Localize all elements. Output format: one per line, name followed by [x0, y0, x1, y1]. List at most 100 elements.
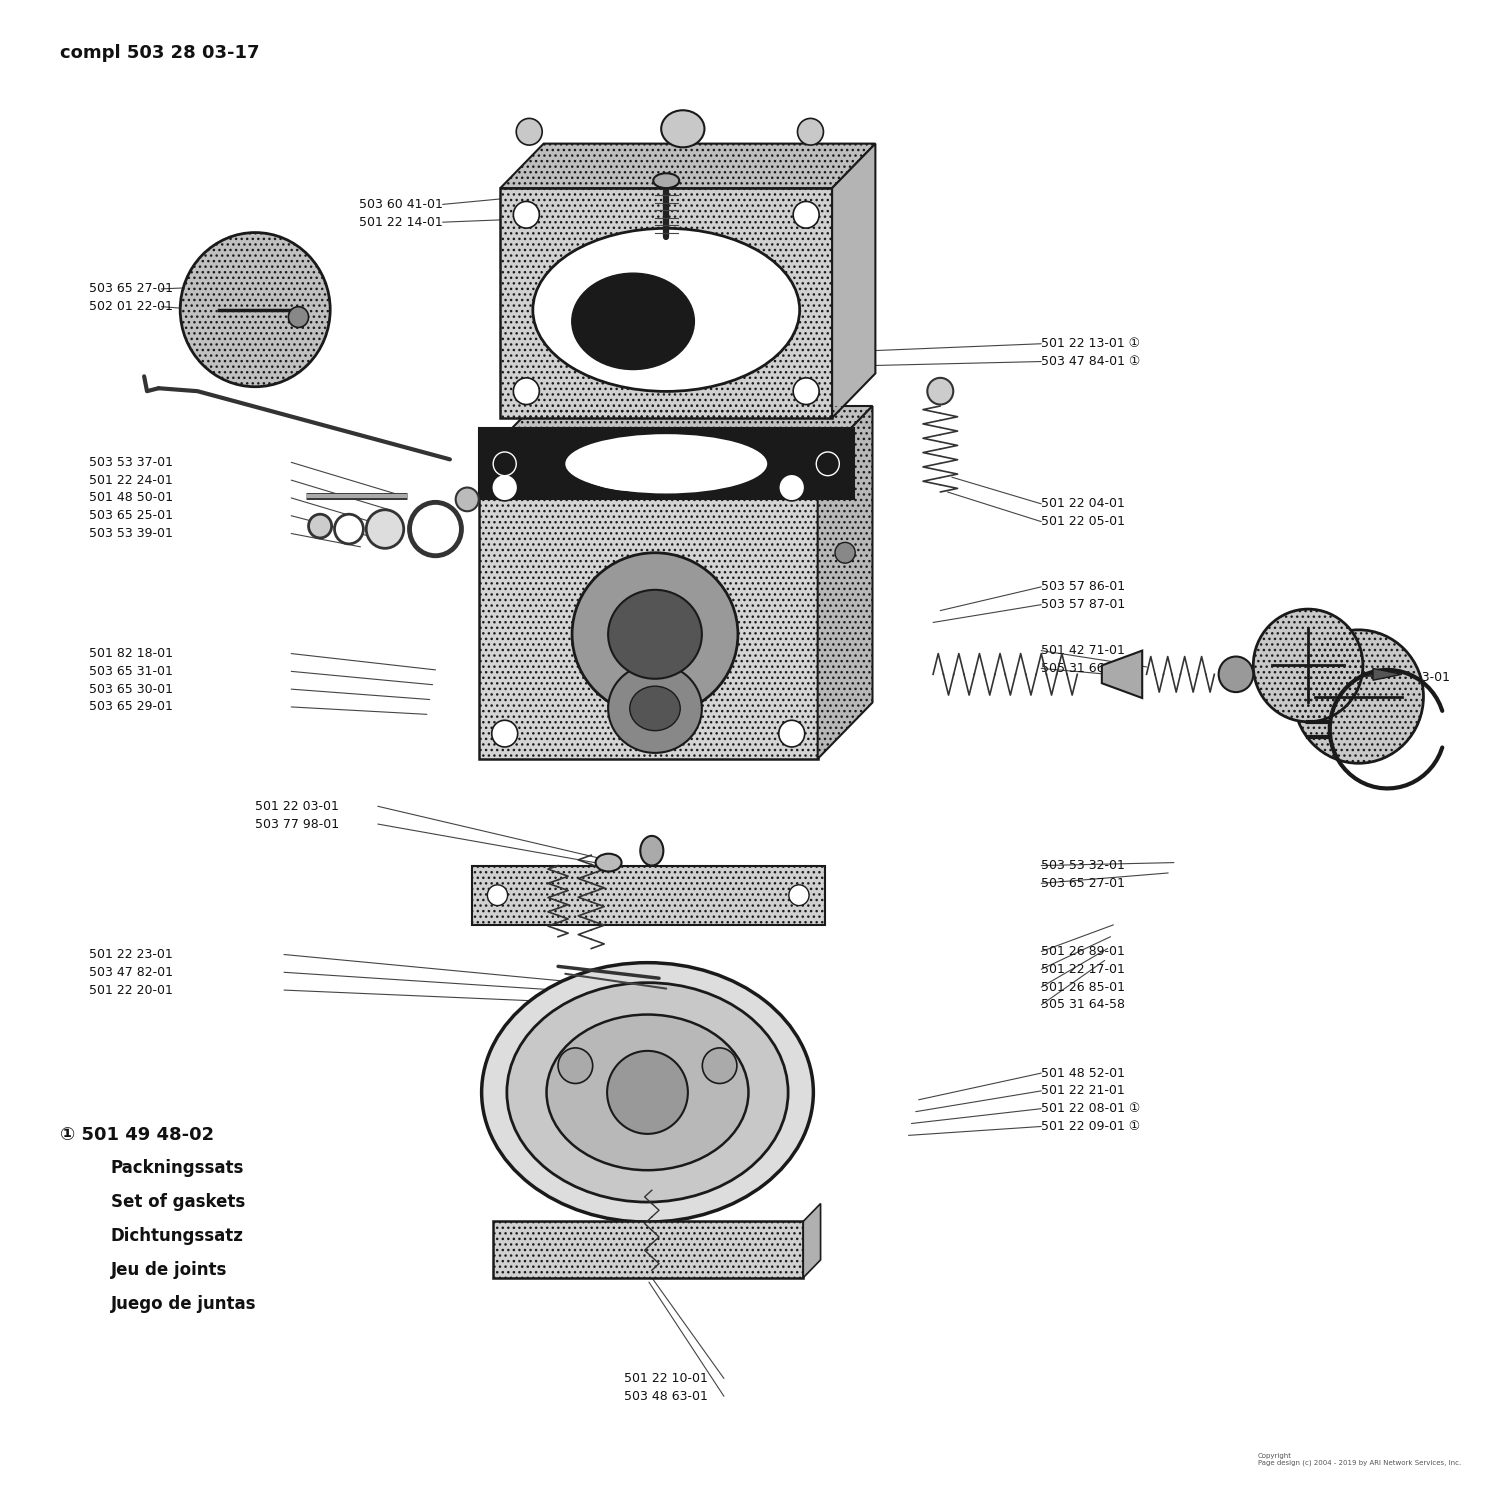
Circle shape: [410, 503, 462, 555]
Polygon shape: [478, 406, 873, 463]
Text: 501 48 52-01: 501 48 52-01: [1041, 1067, 1125, 1080]
Text: ① 501 49 48-02: ① 501 49 48-02: [60, 1126, 214, 1144]
Circle shape: [794, 201, 819, 228]
Text: 501 22 03-01: 501 22 03-01: [255, 799, 339, 812]
Text: 501 22 04-01: 501 22 04-01: [1041, 497, 1125, 510]
Circle shape: [492, 720, 517, 747]
Ellipse shape: [654, 173, 680, 187]
Ellipse shape: [630, 686, 680, 731]
Circle shape: [492, 475, 517, 501]
Text: 501 22 08-01 ①: 501 22 08-01 ①: [1041, 1103, 1140, 1115]
Text: Set of gaskets: Set of gaskets: [111, 1193, 245, 1211]
Polygon shape: [1102, 650, 1142, 698]
Text: compl 503 28 03-17: compl 503 28 03-17: [60, 45, 260, 62]
FancyBboxPatch shape: [478, 463, 818, 759]
Circle shape: [836, 543, 855, 562]
Ellipse shape: [572, 274, 694, 369]
Text: Packningssats: Packningssats: [111, 1159, 245, 1177]
Text: 503 77 98-01: 503 77 98-01: [255, 817, 339, 830]
Text: Jeu de joints: Jeu de joints: [111, 1262, 228, 1280]
Text: 503 65 27-01: 503 65 27-01: [1041, 876, 1125, 890]
Text: Copyright
Page design (c) 2004 - 2019 by ARI Network Services, Inc.: Copyright Page design (c) 2004 - 2019 by…: [1257, 1452, 1461, 1466]
Text: 503 53 32-01: 503 53 32-01: [1041, 859, 1125, 872]
Ellipse shape: [532, 228, 800, 391]
Text: 501 22 10-01: 501 22 10-01: [624, 1372, 708, 1385]
Circle shape: [816, 452, 840, 476]
Text: 501 22 17-01: 501 22 17-01: [1041, 963, 1125, 976]
Circle shape: [516, 119, 542, 146]
Circle shape: [1293, 629, 1424, 763]
Text: 501 22 14-01: 501 22 14-01: [358, 216, 442, 229]
Ellipse shape: [662, 110, 705, 147]
Text: 501 22 24-01: 501 22 24-01: [90, 473, 172, 487]
Circle shape: [488, 885, 507, 906]
FancyBboxPatch shape: [478, 429, 854, 500]
Text: 501 22 23-01: 501 22 23-01: [90, 948, 172, 961]
Text: 501 42 71-01: 501 42 71-01: [1041, 644, 1125, 658]
FancyBboxPatch shape: [494, 1222, 804, 1278]
Text: 503 47 82-01: 503 47 82-01: [90, 966, 174, 979]
Ellipse shape: [608, 589, 702, 679]
Circle shape: [798, 119, 824, 146]
Polygon shape: [833, 144, 876, 418]
Text: 501 22 21-01: 501 22 21-01: [1041, 1085, 1125, 1097]
Text: 501 22 20-01: 501 22 20-01: [90, 984, 172, 997]
Text: 503 57 86-01: 503 57 86-01: [1041, 580, 1125, 594]
Text: 503 48 63-01: 503 48 63-01: [624, 1390, 708, 1403]
Text: 503 57 87-01: 503 57 87-01: [1041, 598, 1125, 612]
Polygon shape: [804, 1204, 820, 1278]
Circle shape: [180, 232, 330, 387]
Ellipse shape: [507, 982, 788, 1202]
Polygon shape: [501, 144, 876, 187]
Circle shape: [608, 1051, 688, 1134]
FancyBboxPatch shape: [501, 187, 833, 418]
Text: 501 22 09-01 ①: 501 22 09-01 ①: [1041, 1120, 1140, 1132]
Circle shape: [366, 510, 404, 548]
Ellipse shape: [572, 552, 738, 716]
Circle shape: [513, 378, 540, 405]
Text: 501 48 50-01: 501 48 50-01: [90, 491, 174, 504]
Text: 501 82 18-01: 501 82 18-01: [90, 647, 174, 661]
Text: 503 53 39-01: 503 53 39-01: [90, 527, 172, 540]
Circle shape: [1218, 656, 1254, 692]
Ellipse shape: [566, 434, 766, 494]
Circle shape: [778, 475, 804, 501]
Ellipse shape: [546, 1015, 748, 1170]
Text: 503 65 29-01: 503 65 29-01: [90, 701, 172, 713]
Circle shape: [702, 1048, 736, 1083]
Text: 503 47 83-01: 503 47 83-01: [1366, 671, 1450, 684]
Circle shape: [334, 515, 363, 545]
Text: 503 65 30-01: 503 65 30-01: [90, 683, 174, 696]
Polygon shape: [818, 406, 873, 759]
Text: 505 31 66-05: 505 31 66-05: [1041, 662, 1125, 676]
Text: 501 22 05-01: 501 22 05-01: [1041, 515, 1125, 528]
Text: 501 26 85-01: 501 26 85-01: [1041, 981, 1125, 994]
Circle shape: [794, 378, 819, 405]
FancyBboxPatch shape: [471, 866, 825, 926]
Text: 503 53 37-01: 503 53 37-01: [90, 455, 174, 469]
Circle shape: [494, 452, 516, 476]
Text: Dichtungssatz: Dichtungssatz: [111, 1228, 245, 1245]
Circle shape: [558, 1048, 592, 1083]
Circle shape: [288, 307, 309, 327]
Circle shape: [789, 885, 808, 906]
Text: 503 65 31-01: 503 65 31-01: [90, 665, 172, 679]
Circle shape: [309, 515, 332, 539]
Circle shape: [513, 201, 540, 228]
Text: 503 60 41-01: 503 60 41-01: [358, 198, 442, 211]
Circle shape: [1254, 609, 1364, 722]
Text: 503 47 84-01 ①: 503 47 84-01 ①: [1041, 356, 1140, 368]
Circle shape: [456, 488, 478, 512]
Text: 501 26 89-01: 501 26 89-01: [1041, 945, 1125, 958]
Text: 503 65 27-01: 503 65 27-01: [90, 283, 174, 296]
Text: 503 65 25-01: 503 65 25-01: [90, 509, 174, 522]
Circle shape: [778, 720, 804, 747]
Ellipse shape: [482, 963, 813, 1222]
Ellipse shape: [640, 836, 663, 866]
Text: Juego de juntas: Juego de juntas: [111, 1296, 256, 1314]
Ellipse shape: [608, 664, 702, 753]
Text: 501 22 13-01 ①: 501 22 13-01 ①: [1041, 338, 1140, 350]
Text: 502 01 22-01: 502 01 22-01: [90, 301, 172, 312]
Text: 505 31 64-58: 505 31 64-58: [1041, 998, 1125, 1012]
Circle shape: [927, 378, 954, 405]
